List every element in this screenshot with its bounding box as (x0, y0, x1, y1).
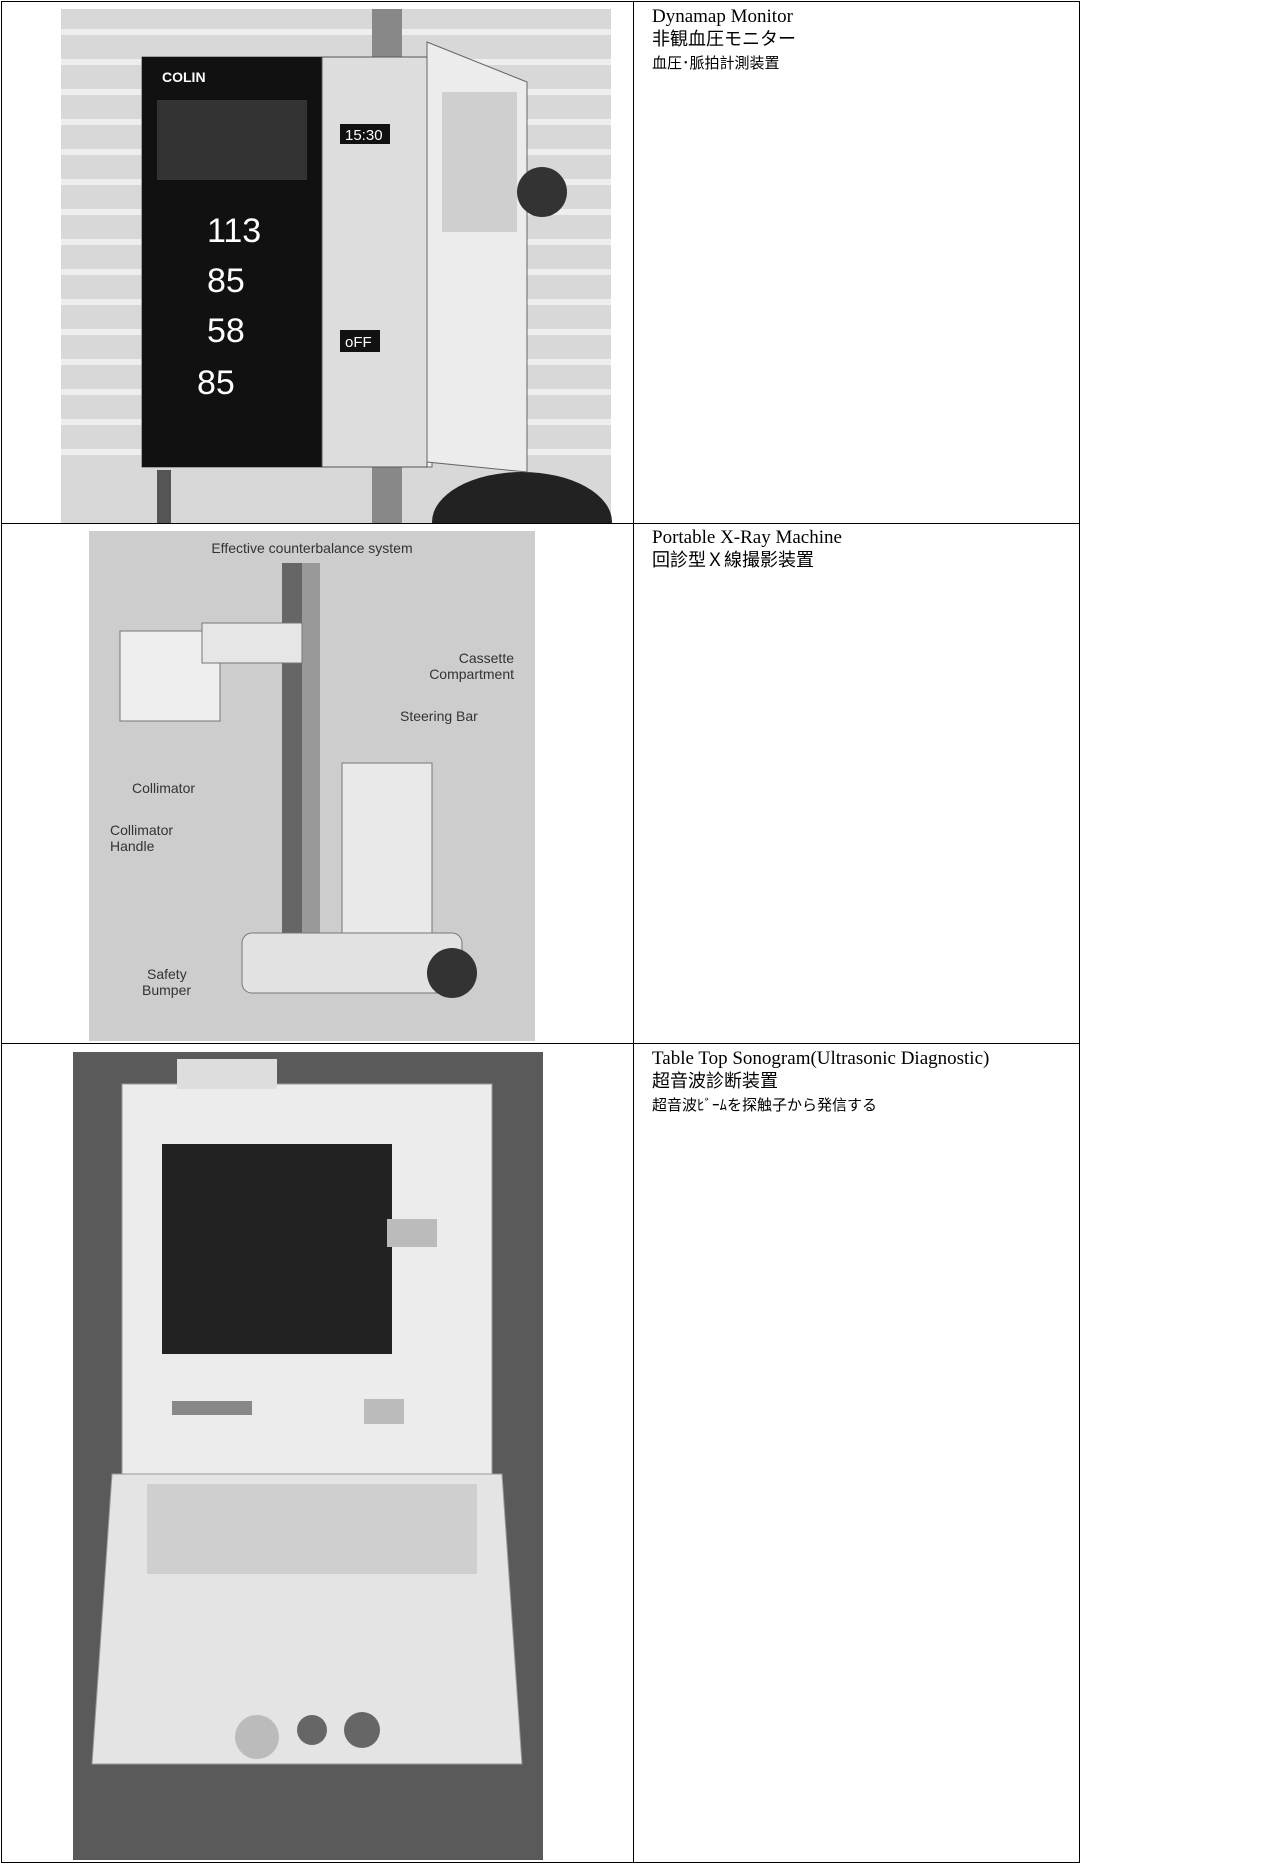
japanese-note: 超音波ﾋﾞｰﾑを探触子から発信する (652, 1096, 878, 1114)
display-reading: 113 (207, 212, 261, 250)
equipment-table: COLIN 113 85 58 85 15:30 oFF Dynamap Mon… (1, 1, 1080, 1863)
xray-photo: Effective counterbalance system Cassette… (89, 531, 535, 1041)
photo-cell: Effective counterbalance system Cassette… (2, 523, 634, 1043)
japanese-name: 非観血圧モニター (652, 29, 796, 50)
photo-cell: COLIN 113 85 58 85 15:30 oFF (2, 2, 634, 572)
table-row: Table Top Sonogram(Ultrasonic Diagnostic… (2, 1044, 1079, 1862)
photo-label: Steering Bar (400, 708, 478, 724)
photo-cell (2, 1044, 634, 1862)
japanese-note: 血圧･脈拍計測装置 (652, 54, 780, 72)
photo-label: Collimator (110, 822, 173, 838)
display-reading: 85 (197, 364, 235, 402)
table-row: Effective counterbalance system Cassette… (2, 523, 1079, 1044)
display-reading: 85 (207, 262, 245, 300)
display-reading: oFF (345, 334, 372, 351)
display-reading: 58 (207, 312, 245, 350)
description: Table Top Sonogram(Ultrasonic Diagnostic… (652, 1048, 1082, 1116)
table-row: COLIN 113 85 58 85 15:30 oFF Dynamap Mon… (2, 2, 1082, 572)
japanese-name: 超音波診断装置 (652, 1071, 778, 1092)
description: Dynamap Monitor 非観血圧モニター 血圧･脈拍計測装置 (652, 6, 1082, 74)
display-reading: 15:30 (345, 127, 383, 144)
brand-label: COLIN (162, 69, 206, 85)
photo-label: Collimator (132, 780, 195, 796)
photo-label: Bumper (142, 982, 191, 998)
japanese-name: 回診型Ｘ線撮影装置 (652, 550, 814, 571)
equipment-name: Portable X-Ray Machine (652, 527, 842, 548)
photo-caption: Effective counterbalance system (211, 540, 412, 556)
monitor-photo: COLIN 113 85 58 85 15:30 oFF (61, 9, 612, 572)
photo-label: Compartment (429, 666, 514, 682)
photo-label: Cassette (459, 650, 514, 666)
description: Portable X-Ray Machine 回診型Ｘ線撮影装置 (652, 527, 1082, 573)
equipment-name: Table Top Sonogram(Ultrasonic Diagnostic… (652, 1048, 990, 1069)
photo-label: Safety (147, 966, 187, 982)
sonogram-photo (73, 1052, 543, 1860)
photo-label: Handle (110, 838, 155, 854)
equipment-name: Dynamap Monitor (652, 6, 793, 27)
